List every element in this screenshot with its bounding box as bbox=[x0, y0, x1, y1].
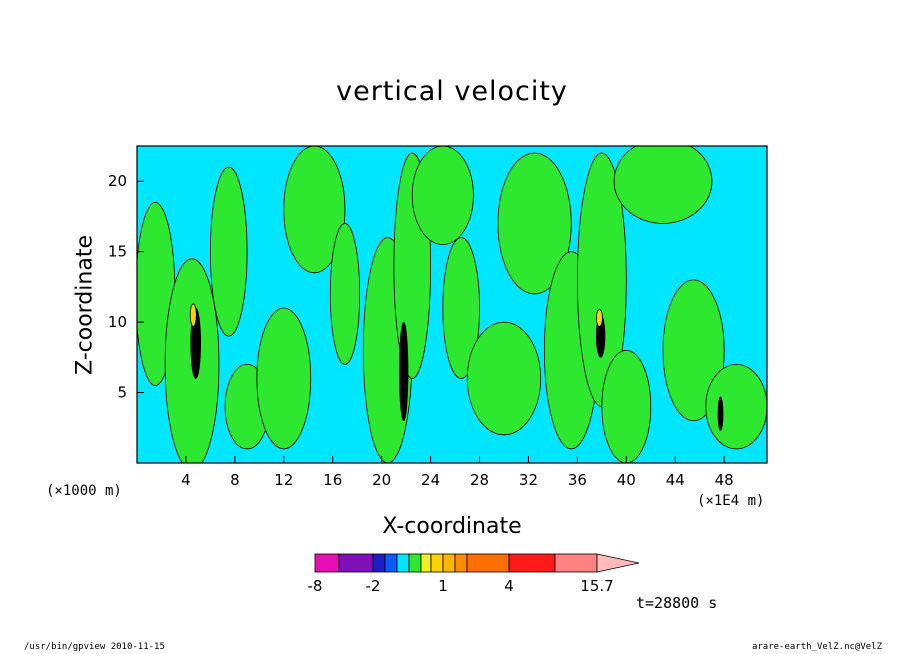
positive-contour-region bbox=[613, 146, 713, 224]
positive-contour-region bbox=[601, 349, 652, 463]
contour-fills bbox=[137, 146, 767, 463]
x-tick-label: 16 bbox=[323, 471, 342, 489]
x-tick-label: 8 bbox=[230, 471, 240, 489]
x-tick-label: 44 bbox=[666, 471, 685, 489]
positive-contour-region bbox=[705, 363, 767, 450]
x-tick-label: 32 bbox=[519, 471, 538, 489]
footer-left: /usr/bin/gpview 2010-11-15 bbox=[24, 642, 165, 652]
x-tick-label: 4 bbox=[181, 471, 191, 489]
positive-contour-region bbox=[411, 146, 474, 246]
positive-contour-region bbox=[209, 166, 248, 337]
x-tick-label: 20 bbox=[372, 471, 391, 489]
y-axis-label: Z-coordinate bbox=[72, 235, 98, 375]
y-tick-label: 15 bbox=[108, 243, 127, 261]
y-tick-label: 5 bbox=[117, 384, 127, 402]
colorbar: -8 -2 1 4 15.7 bbox=[308, 553, 640, 595]
x-unit-right: (×1E4 m) bbox=[697, 493, 765, 509]
positive-contour-region bbox=[256, 307, 312, 450]
positive-contour-region bbox=[283, 146, 346, 274]
x-tick-label: 36 bbox=[568, 471, 587, 489]
colorbar-segment bbox=[420, 553, 432, 573]
colorbar-segment bbox=[442, 553, 456, 573]
y-axis-ticks: 5 10 15 20 bbox=[108, 172, 144, 402]
time-label: t=28800 s bbox=[636, 594, 718, 612]
positive-contour-region bbox=[662, 279, 725, 422]
x-axis-label: X-coordinate bbox=[382, 514, 522, 539]
colorbar-segment bbox=[554, 553, 598, 573]
colorbar-segment bbox=[454, 553, 468, 573]
colorbar-segment bbox=[314, 553, 340, 573]
x-tick-label: 40 bbox=[617, 471, 636, 489]
positive-contour-region bbox=[442, 237, 480, 379]
strong-updraft-region bbox=[398, 321, 409, 422]
colorbar-extension bbox=[596, 553, 640, 573]
colorbar-tick-label: 1 bbox=[438, 577, 448, 595]
colorbar-tick-label: 15.7 bbox=[580, 577, 613, 595]
positive-contour-region bbox=[497, 152, 572, 295]
footer-right: arare-earth_VelZ.nc@VelZ bbox=[751, 642, 882, 652]
colorbar-segment bbox=[508, 553, 556, 573]
y-tick-label: 20 bbox=[108, 172, 127, 190]
y-tick-label: 10 bbox=[108, 313, 127, 331]
colorbar-tick-label: 4 bbox=[504, 577, 514, 595]
x-tick-label: 12 bbox=[274, 471, 293, 489]
colorbar-tick-label: -8 bbox=[308, 577, 323, 595]
x-unit-left: (×1000 m) bbox=[46, 483, 122, 499]
warm-contour-region bbox=[189, 303, 197, 327]
colorbar-segment bbox=[338, 553, 374, 573]
colorbar-segment bbox=[372, 553, 386, 573]
x-tick-label: 48 bbox=[715, 471, 734, 489]
colorbar-segment bbox=[430, 553, 444, 573]
positive-contour-region bbox=[466, 321, 542, 436]
colorbar-tick-label: -2 bbox=[366, 577, 381, 595]
colorbar-segment bbox=[408, 553, 422, 573]
positive-contour-region bbox=[329, 223, 361, 365]
x-tick-label: 28 bbox=[470, 471, 489, 489]
colorbar-segment bbox=[466, 553, 510, 573]
chart-title: vertical velocity bbox=[336, 76, 568, 107]
plot-frame bbox=[136, 145, 768, 464]
colorbar-segment bbox=[384, 553, 398, 573]
warm-contour-region bbox=[595, 309, 603, 327]
colorbar-segment bbox=[396, 553, 410, 573]
x-tick-label: 24 bbox=[421, 471, 440, 489]
x-axis-ticks: 4 8 12 16 20 24 28 32 36 40 44 48 bbox=[181, 456, 734, 489]
strong-updraft-region bbox=[717, 396, 724, 431]
